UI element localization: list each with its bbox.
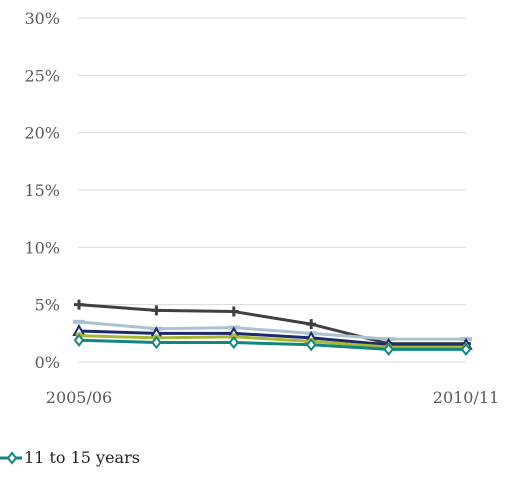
series-line <box>77 338 468 351</box>
data-point <box>73 333 85 347</box>
x-tick-label: 2005/06 <box>46 388 112 407</box>
data-point <box>228 306 239 317</box>
data-point <box>73 319 85 324</box>
y-tick-label: 30% <box>24 9 60 28</box>
series-line <box>77 320 468 341</box>
data-point <box>383 342 394 356</box>
series-line <box>77 329 468 347</box>
legend-label: 11 to 15 years <box>24 448 140 467</box>
x-axis-ticks: 2005/06 2010/11 <box>46 388 499 407</box>
y-tick-label: 0% <box>35 353 60 372</box>
legend-item: 11 to 15 years <box>0 448 140 467</box>
series-line <box>77 334 468 349</box>
data-point <box>151 305 162 316</box>
data-point <box>305 338 317 352</box>
gridlines <box>78 17 466 363</box>
data-point <box>228 335 240 350</box>
data-point <box>460 342 472 356</box>
data-point <box>74 299 84 310</box>
data-point <box>306 319 317 330</box>
y-tick-label: 25% <box>24 66 60 85</box>
data-point <box>151 335 162 350</box>
data-point <box>6 451 18 465</box>
legend: 11 to 15 years <box>0 448 140 467</box>
y-tick-label: 15% <box>24 181 60 200</box>
y-tick-label: 20% <box>24 124 60 143</box>
series-4 <box>73 333 472 356</box>
series-lines <box>72 299 473 356</box>
y-tick-label: 5% <box>35 296 60 315</box>
y-axis-ticks: 0% 5% 10% 15% 20% 25% 30% <box>24 9 60 372</box>
y-tick-label: 10% <box>24 238 60 257</box>
x-tick-label: 2010/11 <box>433 388 499 407</box>
